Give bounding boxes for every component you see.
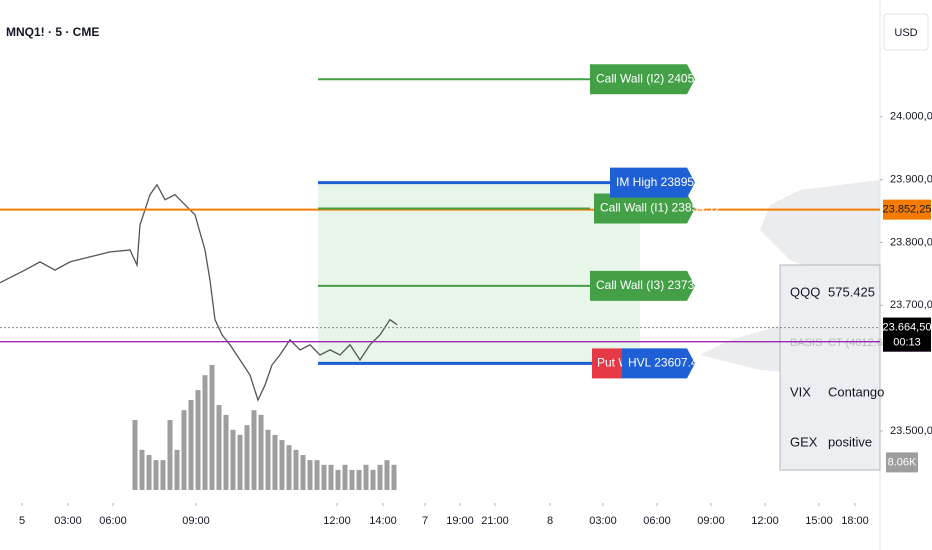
volume-bar — [279, 440, 285, 490]
volume-bar — [272, 434, 278, 490]
x-tick-label: 06:00 — [99, 515, 127, 527]
last-price-label: 23.664,50 — [883, 321, 932, 333]
volume-bar — [307, 460, 313, 490]
last-price-tag — [883, 317, 931, 352]
level-tag — [622, 348, 695, 379]
table-cell: positive — [828, 434, 872, 449]
level-tag-label: HVL 23607.43 — [628, 356, 705, 370]
volume-bar — [258, 414, 264, 490]
volume-bar — [251, 410, 257, 490]
volume-bar — [216, 405, 222, 490]
x-tick-label: 06:00 — [643, 515, 671, 527]
volume-bar — [391, 464, 397, 490]
volume-bar — [153, 460, 159, 490]
volume-bar — [370, 469, 376, 490]
volume-bar — [293, 449, 299, 490]
countdown-label: 00:13 — [893, 336, 921, 348]
y-tick-label: 23.500,00 — [890, 425, 932, 437]
volume-bar — [181, 410, 187, 490]
volume-bar — [384, 460, 390, 490]
x-tick-label: 5 — [19, 515, 25, 527]
x-tick-label: 14:00 — [369, 515, 397, 527]
volume-bar — [139, 449, 145, 490]
volume-bar — [195, 390, 201, 490]
put-wall-tag — [592, 348, 622, 379]
table-cell: VIX — [790, 384, 811, 399]
y-tick-label: 24.000,00 — [890, 111, 932, 123]
x-tick-label: 12:00 — [751, 515, 779, 527]
volume-bar — [314, 460, 320, 490]
currency-label[interactable]: USD — [894, 27, 917, 39]
volume-bar — [202, 375, 208, 490]
y-tick-label: 23.900,00 — [890, 174, 932, 186]
table-cell: BASIS — [790, 337, 822, 349]
level-tag — [590, 270, 695, 301]
x-tick-label: 18:00 — [841, 515, 869, 527]
volume-bar — [209, 364, 215, 490]
volume-bar — [230, 429, 236, 490]
volume-bar — [286, 445, 292, 490]
volume-bar — [174, 449, 180, 490]
volume-bar — [237, 434, 243, 490]
volume-bar — [377, 464, 383, 490]
x-tick-label: 09:00 — [697, 515, 725, 527]
range-box — [318, 183, 640, 365]
y-tick-label: 23.800,00 — [890, 236, 932, 248]
x-tick-label: 15:00 — [805, 515, 833, 527]
volume-bar — [300, 455, 306, 490]
volume-bar — [167, 420, 173, 490]
x-tick-label: 21:00 — [481, 515, 509, 527]
x-tick-label: 12:00 — [323, 515, 351, 527]
volume-bar — [335, 469, 341, 490]
volume-tag-label: 8.06K — [888, 456, 917, 468]
x-tick-label: 03:00 — [54, 515, 82, 527]
level-tag — [590, 64, 695, 95]
currency-box[interactable] — [883, 13, 929, 51]
x-tick-label: 03:00 — [589, 515, 617, 527]
volume-bar — [321, 464, 327, 490]
x-tick-label: 8 — [547, 515, 553, 527]
table-box — [779, 264, 881, 471]
volume-bar — [349, 469, 355, 490]
level-tag-label: Call Wall (I1) 23854.12 — [600, 201, 722, 215]
volume-bar — [328, 464, 334, 490]
volume-bar — [132, 420, 138, 490]
volume-bar — [342, 464, 348, 490]
table-cell: 575.425 — [828, 284, 875, 299]
table-cell: GEX — [790, 434, 818, 449]
x-tick-label: 09:00 — [182, 515, 210, 527]
put-wall-label: Put Wall — [597, 356, 641, 370]
volume-bar — [265, 429, 271, 490]
level-tag-label: Call Wall (I3) 23730.81 — [596, 278, 718, 292]
y-tick-label: 23.700,00 — [890, 299, 932, 311]
price-level-tag — [883, 199, 931, 220]
table-cell: QQQ — [790, 284, 820, 299]
price-level-label: 23.852,25 — [883, 204, 932, 216]
level-tag — [610, 167, 695, 198]
x-tick-label: 7 — [422, 515, 428, 527]
volume-bar — [244, 425, 250, 490]
table-cell: Contango — [828, 384, 884, 399]
level-tag-label: IM High 23895.32 — [616, 175, 711, 189]
volume-bar — [146, 455, 152, 490]
level-tag-label: Call Wall (I2) 24059.84 — [596, 71, 718, 85]
volume-bar — [223, 414, 229, 490]
volume-bar — [363, 464, 369, 490]
x-tick-label: 19:00 — [446, 515, 474, 527]
volume-bar — [356, 469, 362, 490]
symbol-title: MNQ1! · 5 · CME — [6, 25, 99, 39]
volume-tag — [886, 452, 918, 473]
level-tag — [594, 193, 695, 224]
volume-bar — [160, 460, 166, 490]
volume-bar — [188, 399, 194, 490]
price-line — [0, 183, 398, 402]
